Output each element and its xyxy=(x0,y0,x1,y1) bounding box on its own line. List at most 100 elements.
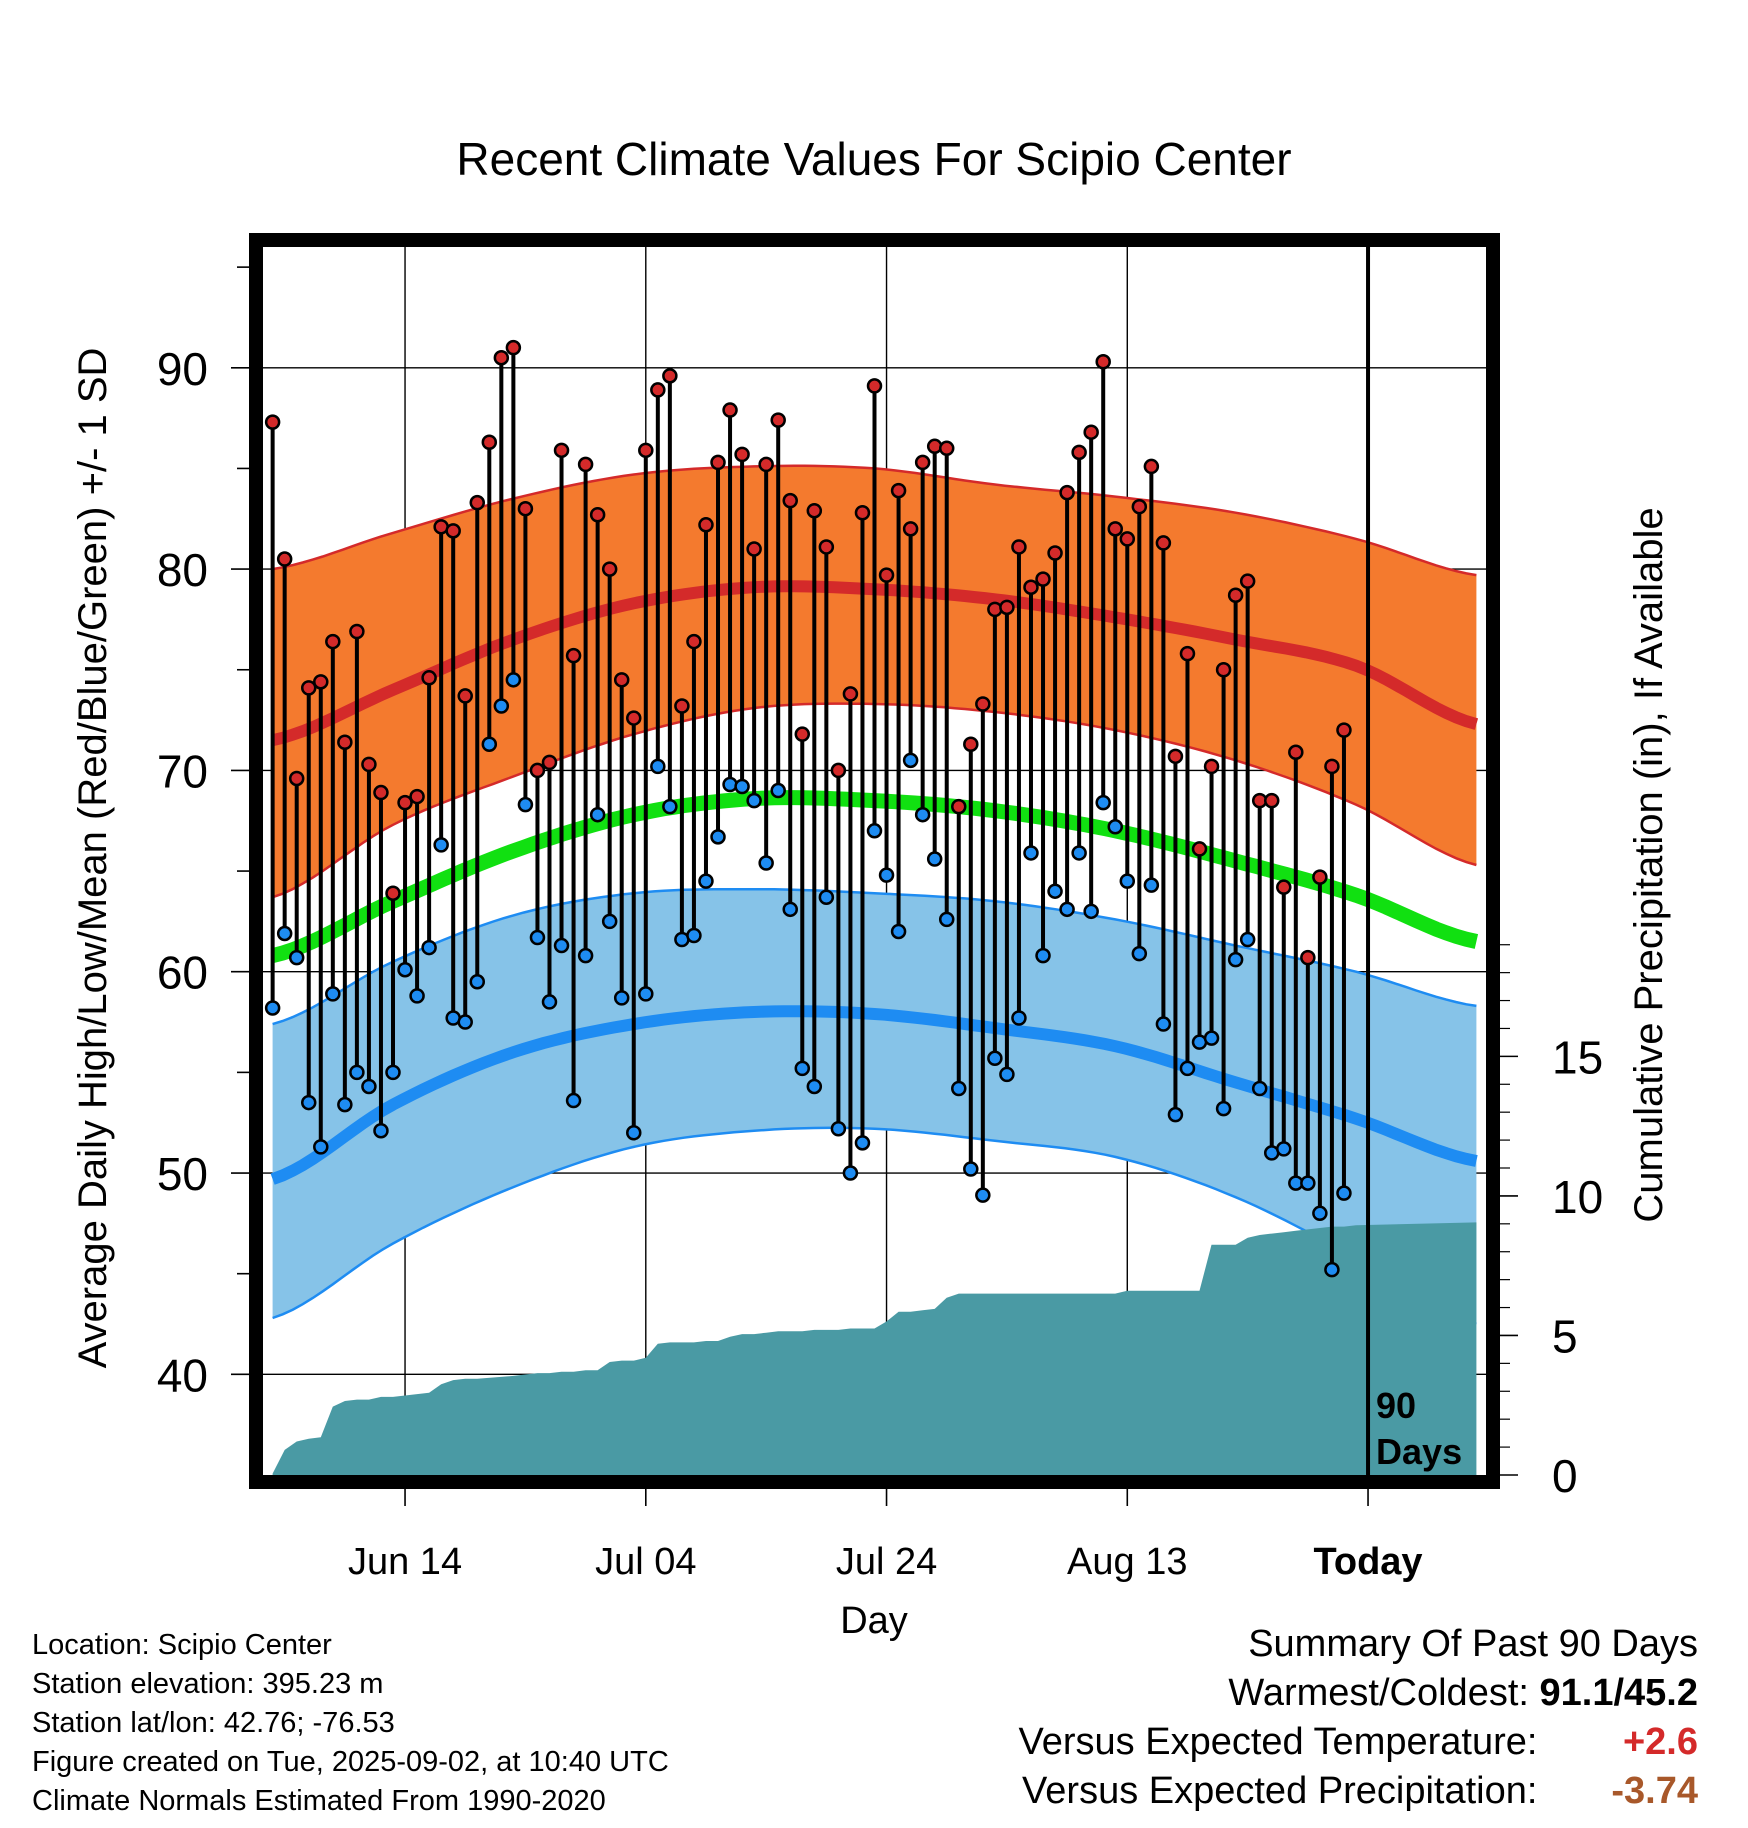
low-sd-band-upper-edge xyxy=(272,887,1477,1026)
daily-low-point xyxy=(1239,931,1256,948)
y-tick-label: 50 xyxy=(157,1148,208,1200)
daily-low-point xyxy=(1276,1141,1292,1157)
daily-high-point xyxy=(577,456,594,473)
daily-low-point xyxy=(698,873,714,889)
daily-low-point xyxy=(626,1125,642,1141)
daily-high-point xyxy=(722,402,738,418)
x-tick-label: Today xyxy=(1313,1541,1422,1583)
daily-low-point xyxy=(722,776,738,793)
daily-low-point xyxy=(505,672,522,688)
y-axis-label: Average Daily High/Low/Mean (Red/Blue/Gr… xyxy=(71,348,115,1369)
y2-tick-label: 0 xyxy=(1552,1450,1578,1502)
daily-low-point xyxy=(794,1060,811,1077)
daily-high-point xyxy=(1131,498,1148,515)
daily-high-point xyxy=(902,521,919,537)
y-tick-label: 40 xyxy=(157,1349,208,1401)
daily-high-point xyxy=(975,696,991,712)
daily-low-point xyxy=(1203,1030,1220,1046)
daily-low-point xyxy=(553,937,570,954)
daily-high-point xyxy=(674,698,690,714)
daily-high-point xyxy=(469,494,486,511)
daily-high-point xyxy=(1119,531,1136,547)
daily-low-point xyxy=(1011,1010,1027,1026)
daily-high-point xyxy=(698,517,714,533)
daily-high-point xyxy=(1324,758,1340,775)
daily-high-point xyxy=(1035,571,1051,587)
y2-tick-label: 10 xyxy=(1552,1171,1603,1223)
daily-low-point xyxy=(686,927,702,944)
daily-low-point xyxy=(589,806,606,823)
summary-panel: Summary Of Past 90 Days Warmest/Coldest:… xyxy=(1019,1620,1698,1816)
daily-high-point xyxy=(349,623,365,640)
daily-high-point xyxy=(734,446,750,463)
summary-warmest-row: Warmest/Coldest: 91.1/45.2 xyxy=(1019,1669,1698,1718)
y-tick-label: 60 xyxy=(157,947,208,999)
low-sd-band-lower-edge xyxy=(272,1126,1477,1326)
x-tick-label: Jun 14 xyxy=(348,1541,462,1583)
daily-low-point xyxy=(1143,877,1160,893)
daily-high-point xyxy=(397,794,413,811)
daily-high-point xyxy=(601,561,618,577)
daily-low-point xyxy=(842,1165,859,1181)
plot-frame xyxy=(249,233,1500,1489)
daily-low-point xyxy=(830,1120,847,1137)
normals-period: Climate Normals Estimated From 1990-2020 xyxy=(32,1785,606,1817)
y2-axis-label: Cumulative Precipitation (in), If Availa… xyxy=(1627,507,1671,1222)
daily-low-point xyxy=(565,1092,582,1109)
y2-tick-label: 5 xyxy=(1552,1310,1578,1362)
daily-high-point xyxy=(866,378,883,394)
daily-low-point xyxy=(409,988,425,1004)
daily-high-point xyxy=(758,456,774,473)
daily-low-point xyxy=(541,994,558,1010)
daily-low-point xyxy=(288,949,305,966)
daily-low-point xyxy=(1155,1016,1172,1032)
station-info: Location: Scipio Center Station elevatio… xyxy=(32,1626,669,1821)
daily-high-point xyxy=(1263,792,1280,809)
daily-low-point xyxy=(1227,951,1244,968)
daily-low-point xyxy=(999,1066,1015,1083)
daily-high-point xyxy=(1155,535,1172,551)
daily-high-point xyxy=(1300,949,1316,966)
daily-low-point xyxy=(1071,845,1087,861)
daily-high-point xyxy=(505,339,522,356)
daily-high-point xyxy=(854,504,871,521)
daily-low-point xyxy=(264,1000,281,1016)
temp-anomaly-label: Versus Expected Temperature: xyxy=(1018,1721,1538,1763)
window-label: 90 Days xyxy=(1376,1385,1462,1472)
daily-low-point xyxy=(770,782,786,799)
daily-low-point xyxy=(734,778,750,795)
daily-low-point xyxy=(577,947,594,964)
daily-high-point xyxy=(1167,748,1184,765)
y-tick-label: 70 xyxy=(157,745,208,797)
daily-high-point xyxy=(686,633,702,650)
daily-low-point xyxy=(421,939,437,956)
x-tick-label: Jul 24 xyxy=(836,1541,937,1583)
figure-created: Figure created on Tue, 2025-09-02, at 10… xyxy=(32,1746,669,1778)
x-axis-label: Day xyxy=(840,1600,908,1642)
daily-low-point xyxy=(1300,1175,1316,1191)
daily-low-point xyxy=(313,1139,329,1155)
daily-low-point xyxy=(529,929,546,946)
y-tick-label: 90 xyxy=(157,343,208,395)
daily-high-point xyxy=(613,672,630,688)
daily-high-point xyxy=(300,680,317,696)
daily-low-point xyxy=(457,1014,473,1030)
daily-high-point xyxy=(746,541,762,557)
daily-high-point xyxy=(926,438,943,455)
daily-high-point xyxy=(1143,458,1160,475)
daily-high-point xyxy=(361,756,377,773)
daily-low-point xyxy=(300,1094,317,1111)
warmest-value: 91.1/45.2 xyxy=(1539,1672,1698,1714)
daily-high-point xyxy=(650,382,666,398)
daily-low-point xyxy=(325,986,341,1002)
daily-low-point xyxy=(650,758,666,775)
daily-low-point xyxy=(469,974,486,990)
daily-low-point xyxy=(914,806,931,823)
daily-low-point xyxy=(866,823,883,839)
daily-low-point xyxy=(746,792,762,809)
summary-temp-row: Versus Expected Temperature: +2.6 xyxy=(1019,1718,1698,1767)
daily-high-point xyxy=(1203,758,1220,775)
daily-low-point xyxy=(938,911,955,928)
daily-high-point xyxy=(842,686,859,702)
